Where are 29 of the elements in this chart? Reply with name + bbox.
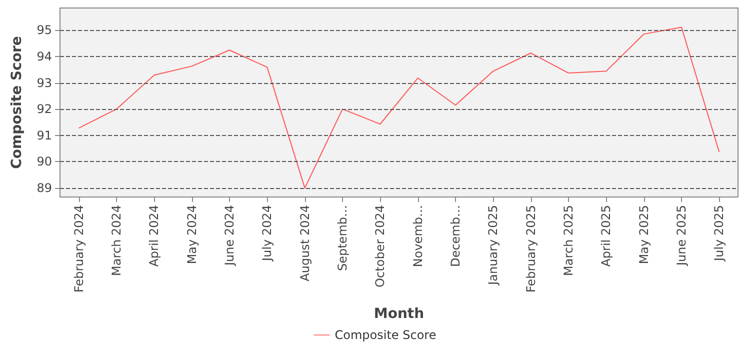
y-tick-label: 91 <box>36 128 52 142</box>
x-tick-label: July 2025 <box>712 205 726 262</box>
x-tick-label: October 2024 <box>373 205 388 288</box>
y-tick-label: 89 <box>36 181 52 196</box>
x-axis-title: Month <box>374 306 424 322</box>
y-tick-label: 90 <box>36 154 52 169</box>
x-tick-label: April 2025 <box>599 205 614 267</box>
y-axis-title: Composite Score <box>9 36 25 169</box>
x-tick-label: May 2025 <box>636 205 651 264</box>
x-tick-label: Decemb… <box>448 205 462 267</box>
x-tick-label: June 2024 <box>222 205 236 266</box>
y-tick-label: 95 <box>36 23 52 38</box>
y-tick-label: 94 <box>36 49 52 64</box>
x-tick-label: May 2024 <box>184 205 199 264</box>
y-tick-label: 93 <box>36 76 52 90</box>
x-tick-label: February 2025 <box>524 205 538 293</box>
y-tick-label: 92 <box>36 102 52 116</box>
x-tick-label: March 2024 <box>110 205 124 276</box>
x-tick-label: Novemb… <box>410 205 425 268</box>
x-tick-label: June 2025 <box>674 205 688 266</box>
legend-label: Composite Score <box>334 328 436 342</box>
line-series <box>78 26 720 189</box>
x-tick-label: July 2024 <box>260 205 274 262</box>
x-tick-label: January 2025 <box>486 205 500 286</box>
x-tick-label: March 2025 <box>562 205 576 276</box>
x-tick-label: August 2024 <box>298 205 312 282</box>
x-tick-label: April 2024 <box>147 205 162 267</box>
x-tick-label: Septemb… <box>336 205 350 272</box>
x-tick-label: February 2024 <box>72 205 86 293</box>
